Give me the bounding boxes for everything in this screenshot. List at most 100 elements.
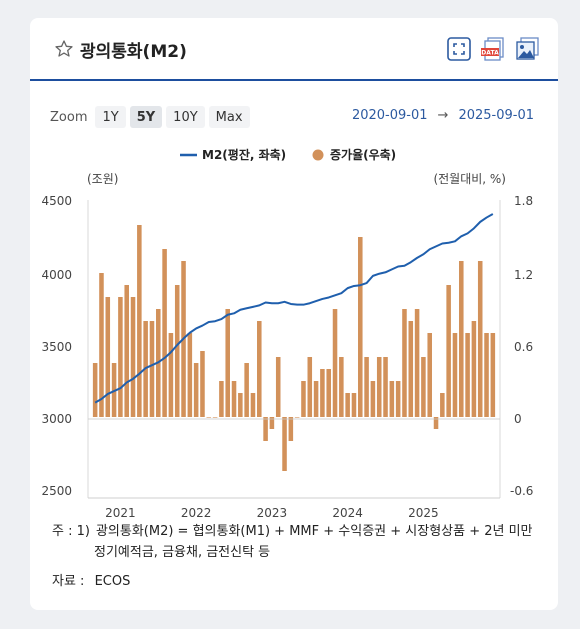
left-axis-ticks: 4500 4000 3500 3000 2500: [41, 194, 72, 498]
zoom-max-button[interactable]: Max: [208, 106, 250, 128]
growth-bar: [238, 393, 243, 417]
bar-series: [92, 225, 496, 471]
source-value: ECOS: [94, 574, 131, 589]
growth-bar: [206, 417, 212, 418]
growth-bar: [105, 297, 111, 417]
zoom-1y-button[interactable]: 1Y: [95, 106, 126, 128]
growth-bar: [149, 321, 155, 417]
growth-bar: [288, 417, 294, 441]
footnote: 주 : 1) 광의통화(M2) = 협의통화(M1) + MMF + 수익증권 …: [52, 521, 533, 563]
x-tick-2022: 2022: [181, 506, 212, 518]
growth-bar: [219, 381, 224, 417]
growth-bar: [193, 363, 199, 417]
chart-card: 광의통화(M2) DATA Zoo: [30, 18, 558, 610]
growth-bar: [212, 417, 218, 418]
growth-bar: [433, 417, 439, 429]
title-row: 광의통화(M2): [54, 36, 187, 62]
growth-bar: [225, 309, 230, 417]
growth-bar: [320, 369, 325, 417]
range-arrow: →: [437, 108, 449, 123]
line-series: [94, 213, 494, 404]
growth-bar: [275, 357, 281, 417]
zoom-controls: Zoom 1Y 5Y 10Y Max: [50, 106, 254, 128]
right-axis-label: (전월대비, %): [433, 172, 506, 186]
x-tick-2023: 2023: [257, 506, 288, 518]
growth-bar: [389, 381, 395, 417]
footnote-line2: 정기예적금, 금융채, 금전신탁 등: [94, 545, 271, 560]
growth-bar: [99, 273, 104, 417]
left-axis-label: (조원): [87, 172, 118, 186]
date-range: 2020-09-01 → 2025-09-01: [352, 108, 534, 123]
growth-bar: [174, 285, 180, 417]
growth-bar: [301, 381, 306, 417]
growth-bar: [326, 369, 331, 417]
growth-bar: [124, 285, 129, 417]
legend-bar-swatch: [312, 149, 324, 161]
legend-line-label: M2(평잔, 좌축): [202, 147, 286, 162]
data-download-icon[interactable]: DATA: [480, 36, 506, 62]
growth-bar: [339, 357, 344, 417]
source-label: 자료 :: [52, 574, 85, 589]
growth-bar: [465, 333, 470, 417]
growth-bar: [364, 357, 369, 417]
x-tick-2024: 2024: [332, 506, 363, 518]
zoom-10y-button[interactable]: 10Y: [166, 106, 205, 128]
growth-bar: [118, 297, 123, 417]
footnote-line1: 광의통화(M2) = 협의통화(M1) + MMF + 수익증권 + 시장형상품…: [95, 524, 533, 539]
growth-bar: [307, 357, 313, 417]
growth-bar: [459, 261, 464, 417]
zoom-label: Zoom: [50, 109, 88, 125]
right-axis-ticks: 1.8 1.2 0.6 0 -0.6: [510, 194, 533, 498]
growth-bar: [187, 333, 193, 417]
x-axis-ticks: 2021 2022 2023 2024 2025: [105, 506, 439, 518]
source: 자료 : ECOS: [52, 570, 130, 589]
growth-bar: [376, 357, 382, 417]
chart-title: 광의통화(M2): [80, 41, 187, 62]
growth-bar: [332, 309, 338, 417]
growth-bar: [200, 351, 205, 417]
growth-bar: [477, 261, 483, 417]
growth-bar: [168, 333, 174, 417]
legend-bar-label: 증가율(우축): [330, 147, 396, 162]
growth-bar: [294, 417, 300, 418]
range-end[interactable]: 2025-09-01: [458, 108, 534, 123]
growth-bar: [427, 333, 432, 417]
growth-bar: [269, 417, 275, 429]
legend: M2(평잔, 좌축) 증가율(우축): [180, 147, 396, 162]
zoom-5y-button[interactable]: 5Y: [129, 106, 163, 128]
growth-bar: [402, 309, 407, 417]
growth-bar: [440, 393, 445, 417]
footnote-lead: 주 : 1): [52, 524, 90, 539]
toolbar: DATA: [446, 36, 540, 62]
left-tick-4000: 4000: [41, 268, 72, 282]
image-download-icon[interactable]: [514, 36, 540, 62]
growth-bar: [452, 333, 458, 417]
right-tick-1.8: 1.8: [514, 194, 533, 208]
growth-bar: [345, 393, 350, 417]
title-divider: [30, 79, 558, 81]
growth-bar: [263, 417, 268, 441]
growth-bar: [282, 417, 287, 471]
growth-bar: [490, 333, 496, 417]
growth-bar: [244, 363, 249, 417]
growth-bar: [358, 237, 363, 417]
left-tick-2500: 2500: [41, 484, 72, 498]
growth-bar: [162, 249, 167, 417]
right-tick-0: 0: [514, 412, 522, 426]
growth-bar: [446, 285, 451, 417]
left-tick-4500: 4500: [41, 194, 72, 208]
growth-bar: [408, 321, 414, 417]
expand-icon[interactable]: [446, 36, 472, 62]
growth-bar: [351, 393, 357, 417]
growth-bar: [471, 321, 477, 417]
growth-bar: [313, 381, 319, 417]
svg-text:DATA: DATA: [481, 50, 499, 57]
growth-bar: [92, 363, 98, 417]
favorite-star-icon[interactable]: [54, 39, 74, 59]
growth-bar: [383, 357, 388, 417]
growth-bar: [257, 321, 262, 417]
range-start[interactable]: 2020-09-01: [351, 108, 428, 123]
x-tick-2025: 2025: [408, 506, 439, 518]
growth-bar: [370, 381, 376, 417]
growth-bar: [395, 381, 401, 417]
